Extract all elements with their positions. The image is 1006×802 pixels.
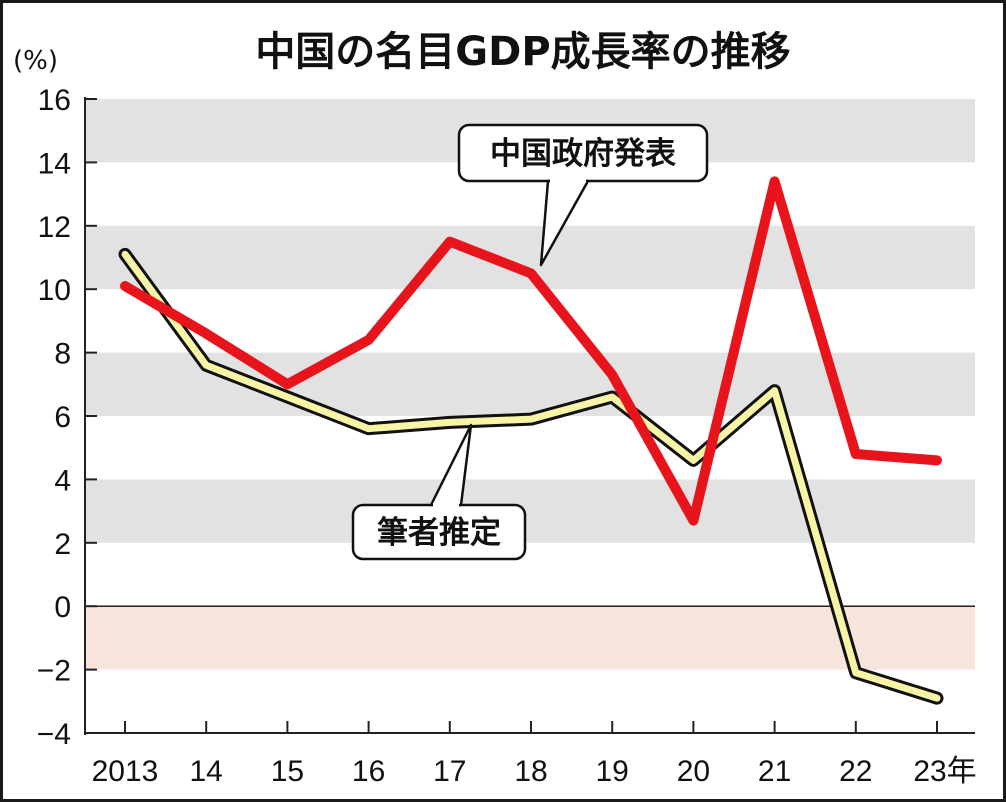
axes <box>84 97 975 735</box>
y-tick-label: −2 <box>37 655 71 688</box>
band-gray-3 <box>85 479 975 543</box>
callout-estimate: 筆者推定 <box>351 423 527 561</box>
series-lines <box>118 176 944 705</box>
x-tick-label: 23年 <box>913 755 976 788</box>
x-tick-label: 14 <box>190 755 223 788</box>
y-tick-labels: 16 14 12 10 8 6 4 2 0 −2 −4 <box>37 84 71 751</box>
series-official-line <box>120 176 942 526</box>
y-tick-label: 10 <box>38 274 71 307</box>
x-tick-label: 21 <box>758 755 791 788</box>
band-negative <box>85 606 975 670</box>
x-tick-label: 20 <box>677 755 710 788</box>
x-tick-label: 22 <box>839 755 872 788</box>
callout-official: 中国政府発表 <box>457 123 709 267</box>
y-tick-label: 4 <box>54 464 71 497</box>
x-tick-label: 19 <box>596 755 629 788</box>
callout-official-text: 中国政府発表 <box>490 136 676 172</box>
y-tick-label: 14 <box>38 147 71 180</box>
y-tick-label: 2 <box>54 528 71 561</box>
series-estimate-line <box>121 250 941 702</box>
y-unit-label: (%) <box>13 46 58 76</box>
background-bands <box>85 99 975 670</box>
callout-estimate-text: 筆者推定 <box>377 515 501 551</box>
x-tick-label: 2013 <box>92 755 159 788</box>
y-tick-label: −4 <box>37 718 71 751</box>
x-tick-label: 15 <box>271 755 304 788</box>
x-tick-labels: 2013 14 15 16 17 18 19 20 21 22 23年 <box>92 755 977 788</box>
x-tick-label: 16 <box>352 755 385 788</box>
y-tick-label: 12 <box>38 211 71 244</box>
chart-title: 中国の名目GDP成長率の推移 <box>255 29 790 75</box>
x-tick-label: 18 <box>514 755 547 788</box>
y-tick-label: 8 <box>54 338 71 371</box>
y-tick-label: 16 <box>38 84 71 117</box>
x-tick-label: 17 <box>433 755 466 788</box>
y-tick-label: 0 <box>54 591 71 624</box>
y-tick-label: 6 <box>54 401 71 434</box>
